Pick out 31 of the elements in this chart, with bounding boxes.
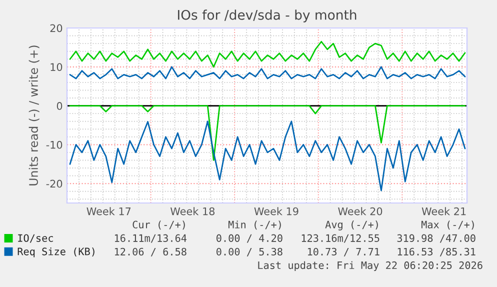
text: 12.06 / 6.58 xyxy=(114,248,186,256)
y-axis-title: Units read (-) / write (+) xyxy=(28,46,40,186)
legend-label: Req Size (KB) xyxy=(18,247,94,258)
text: 10.73 / 7.71 xyxy=(308,248,380,256)
text: 319.98 /47.00 xyxy=(397,234,476,243)
legend-label: IO/sec xyxy=(18,234,53,243)
line-series xyxy=(69,120,466,192)
text: 0.00 / 4.20 xyxy=(216,234,282,243)
chart-title: IOs for /dev/sda - by month xyxy=(178,10,356,22)
x-tick-label: Week 20 xyxy=(338,207,382,216)
text: Avg (-/+) xyxy=(325,220,378,230)
text: Last update: Fri May 22 06:20:25 2026 xyxy=(258,261,482,272)
line-series xyxy=(69,105,466,161)
text: Cur (-/+) xyxy=(132,220,185,230)
text: Max (-/+) xyxy=(421,220,474,230)
line-series xyxy=(69,40,466,68)
y-tick-label: 20 xyxy=(50,24,62,32)
y-tick-label: -20 xyxy=(46,180,62,188)
y-tick-label: -10 xyxy=(46,140,62,149)
y-tick-label: 0 xyxy=(56,102,62,110)
x-tick-label: Week 17 xyxy=(86,207,131,216)
x-tick-label: Week 19 xyxy=(254,207,298,216)
line-series xyxy=(69,66,466,80)
x-tick-label: Week 21 xyxy=(422,207,466,216)
text: 16.11m/13.64 xyxy=(114,234,187,243)
text: 116.53 /85.31 xyxy=(398,248,476,256)
y-tick-label: 10 xyxy=(50,63,62,71)
text: 0.00 / 5.38 xyxy=(216,248,282,256)
text: 123.16m/12.55 xyxy=(302,234,380,243)
text: Min (-/+) xyxy=(228,220,281,230)
x-tick-label: Week 18 xyxy=(170,207,215,216)
